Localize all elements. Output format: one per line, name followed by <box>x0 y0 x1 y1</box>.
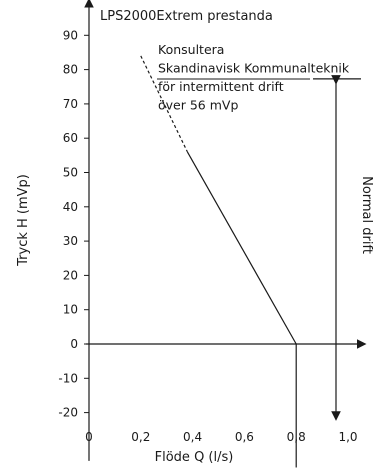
x-tick-label: 1,0 <box>338 430 357 444</box>
y-tick-label: 20 <box>63 268 78 282</box>
y-tick-label: 70 <box>63 97 78 111</box>
annotation-note: Konsultera Skandinavisk Kommunalteknik för… <box>157 42 350 113</box>
y-tick-label: 60 <box>63 131 78 145</box>
y-tick-label: 40 <box>63 200 78 214</box>
y-tick-label: 90 <box>63 28 78 42</box>
chart-title: LPS2000Extrem prestanda <box>100 9 273 24</box>
y-axis-label: Tryck H (mVp) <box>16 174 31 267</box>
y-tick-label: 80 <box>63 63 78 77</box>
annotation-line: för intermittent drift <box>158 79 284 94</box>
annotation-line: Konsultera <box>158 42 224 57</box>
annotation-line: Skandinavisk Kommunalteknik <box>158 61 350 76</box>
x-tick-label: 0 <box>85 430 93 444</box>
dashed-curve-segment <box>140 55 188 153</box>
x-axis-label: Flöde Q (l/s) <box>155 450 234 465</box>
annotation-line: över 56 mVp <box>158 98 238 113</box>
x-tick-label: 0,4 <box>183 430 202 444</box>
solid-curve-segment <box>186 151 297 345</box>
y-tick-label: 30 <box>63 234 78 248</box>
y-tick-label: -20 <box>58 406 78 420</box>
normal-drift-label: Normal drift <box>359 176 374 254</box>
y-tick-label: 0 <box>70 337 78 351</box>
x-tick-label: 0,2 <box>131 430 150 444</box>
y-tick-label: 50 <box>63 166 78 180</box>
y-tick-label: 10 <box>63 303 78 317</box>
x-tick-label: 0,6 <box>235 430 254 444</box>
y-tick-label: -10 <box>58 371 78 385</box>
